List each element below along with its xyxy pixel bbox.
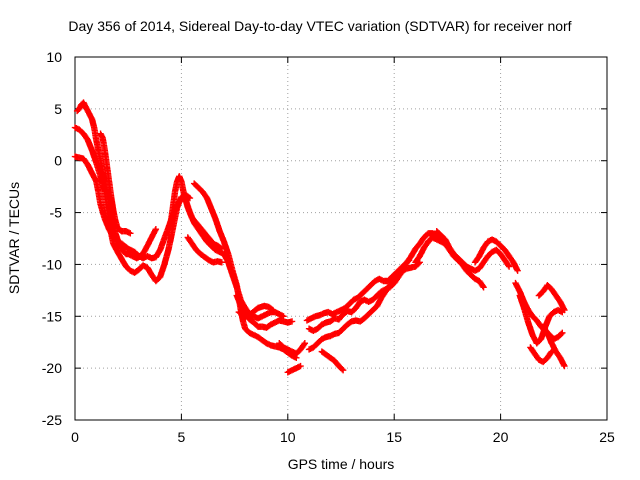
series-arc-7 (190, 180, 300, 361)
x-axis-label: GPS time / hours (287, 456, 395, 472)
series-arc-18 (471, 236, 521, 274)
x-tick-label: 10 (280, 429, 296, 445)
marker-trace (284, 362, 304, 376)
axis-ticks: 0 5 10 15 20 25 -25 -20 -15 -10 -5 0 5 10 (42, 49, 615, 445)
x-tick-label: 15 (386, 429, 402, 445)
marker-trace (303, 257, 413, 324)
series-arc-6 (184, 234, 226, 266)
series-arc-4 (97, 130, 134, 237)
series-arc-13 (305, 259, 423, 335)
data-markers (71, 99, 568, 376)
chart-title: Day 356 of 2014, Sidereal Day-to-day VTE… (68, 18, 572, 34)
series-arc-9 (235, 302, 277, 320)
y-tick-label: 0 (54, 153, 62, 169)
series-arc-21 (535, 281, 568, 314)
y-tick-label: -10 (42, 256, 62, 272)
marker-trace (305, 259, 423, 335)
y-tick-label: -15 (42, 308, 62, 324)
series-arc-14 (305, 230, 445, 353)
x-tick-label: 5 (178, 429, 186, 445)
x-tick-label: 20 (493, 429, 509, 445)
marker-trace (433, 228, 513, 274)
y-tick-label: 5 (54, 101, 62, 117)
series-arc-12 (303, 257, 413, 324)
marker-trace (190, 180, 300, 361)
y-tick-label: -5 (50, 205, 63, 221)
series-arc-17 (433, 228, 513, 274)
series-arc-23 (539, 323, 568, 370)
series-arc-5 (167, 173, 226, 253)
y-tick-label: -20 (42, 360, 62, 376)
series-arc-10 (276, 340, 309, 357)
series-arc-11 (284, 362, 304, 376)
marker-trace (276, 340, 309, 357)
y-tick-label: -25 (42, 412, 62, 428)
y-tick-label: 10 (46, 49, 62, 65)
x-tick-label: 25 (599, 429, 615, 445)
marker-trace (318, 348, 347, 374)
series-arc-22 (527, 344, 555, 366)
x-tick-label: 0 (71, 429, 79, 445)
series-arc-15 (318, 348, 347, 374)
plot-frame (74, 56, 608, 421)
marker-trace (535, 281, 568, 314)
